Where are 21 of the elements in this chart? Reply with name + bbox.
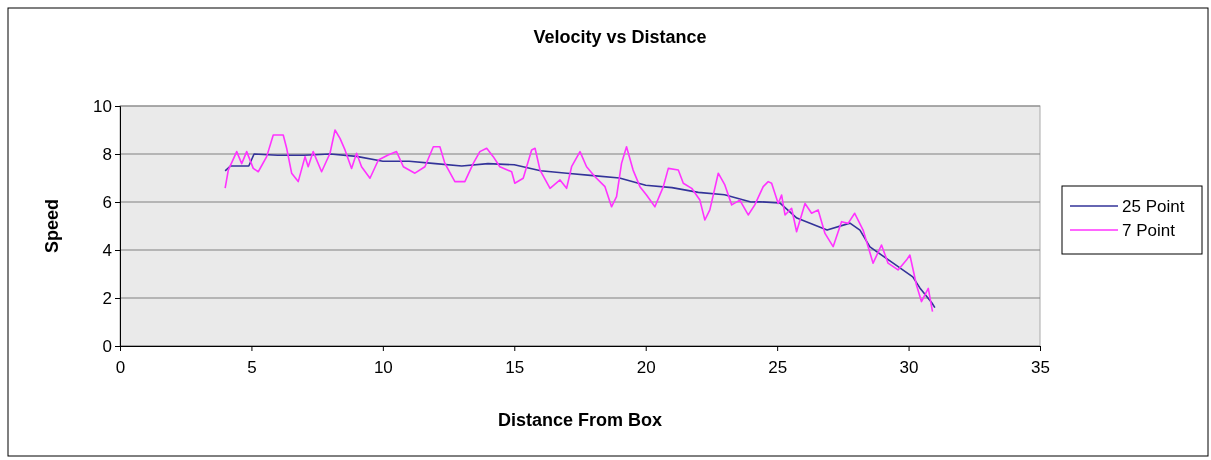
y-axis-title: Speed	[42, 198, 62, 254]
legend-label: 25 Point	[1122, 197, 1185, 216]
x-tick-label: 30	[899, 357, 919, 377]
x-tick-label: 10	[373, 357, 393, 377]
y-tick-label: 0	[102, 336, 112, 356]
x-tick-label: 20	[636, 357, 656, 377]
legend-label: 7 Point	[1122, 221, 1176, 240]
y-tick-label: 10	[93, 96, 112, 116]
x-tick-label: 25	[768, 357, 788, 377]
x-tick-label: 35	[1031, 357, 1050, 377]
y-tick-label: 6	[102, 192, 112, 212]
y-tick-label: 4	[102, 240, 112, 260]
y-tick-label: 2	[102, 288, 112, 308]
x-tick-label: 5	[247, 357, 257, 377]
chart-title: Velocity vs Distance	[533, 27, 707, 47]
line-series	[224, 129, 934, 313]
x-tick-label: 0	[115, 357, 126, 377]
x-tick-label: 15	[505, 357, 525, 377]
line-series	[224, 153, 936, 309]
x-axis-title: Distance From Box	[497, 410, 663, 430]
y-tick-label: 8	[102, 144, 112, 164]
